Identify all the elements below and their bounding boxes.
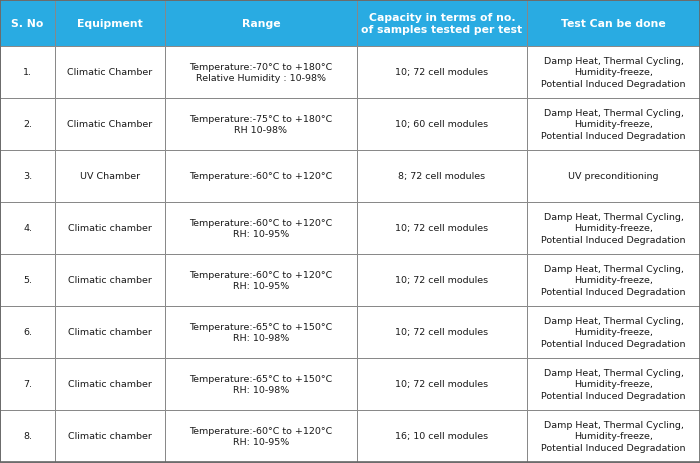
Text: UV Chamber: UV Chamber bbox=[80, 172, 140, 181]
Text: 5.: 5. bbox=[23, 276, 32, 285]
Bar bbox=[0, 255, 55, 307]
Bar bbox=[55, 410, 165, 462]
Text: Test Can be done: Test Can be done bbox=[561, 19, 666, 29]
Text: Range: Range bbox=[241, 19, 280, 29]
Text: 1.: 1. bbox=[23, 69, 32, 77]
Bar bbox=[165, 99, 357, 150]
Text: Climatic chamber: Climatic chamber bbox=[68, 276, 152, 285]
Text: Climatic chamber: Climatic chamber bbox=[68, 380, 152, 388]
Text: Damp Heat, Thermal Cycling,
Humidity-freeze,
Potential Induced Degradation: Damp Heat, Thermal Cycling, Humidity-fre… bbox=[541, 213, 686, 244]
Text: Damp Heat, Thermal Cycling,
Humidity-freeze,
Potential Induced Degradation: Damp Heat, Thermal Cycling, Humidity-fre… bbox=[541, 316, 686, 348]
Text: Climatic chamber: Climatic chamber bbox=[68, 432, 152, 441]
Bar bbox=[55, 99, 165, 150]
Bar bbox=[165, 150, 357, 202]
Bar bbox=[357, 410, 527, 462]
Bar bbox=[527, 410, 700, 462]
Text: Temperature:-60°C to +120°C
RH: 10-95%: Temperature:-60°C to +120°C RH: 10-95% bbox=[190, 270, 332, 291]
Text: Temperature:-65°C to +150°C
RH: 10-98%: Temperature:-65°C to +150°C RH: 10-98% bbox=[190, 322, 332, 343]
Text: Capacity in terms of no.
of samples tested per test: Capacity in terms of no. of samples test… bbox=[361, 13, 523, 35]
Text: S. No: S. No bbox=[11, 19, 43, 29]
Bar bbox=[55, 358, 165, 410]
Bar bbox=[55, 150, 165, 202]
Text: 10; 72 cell modules: 10; 72 cell modules bbox=[395, 69, 489, 77]
Text: Climatic Chamber: Climatic Chamber bbox=[67, 69, 153, 77]
Bar bbox=[165, 255, 357, 307]
Bar bbox=[0, 47, 55, 99]
Text: Damp Heat, Thermal Cycling,
Humidity-freeze,
Potential Induced Degradation: Damp Heat, Thermal Cycling, Humidity-fre… bbox=[541, 57, 686, 89]
Text: 3.: 3. bbox=[23, 172, 32, 181]
Bar bbox=[165, 410, 357, 462]
Text: Damp Heat, Thermal Cycling,
Humidity-freeze,
Potential Induced Degradation: Damp Heat, Thermal Cycling, Humidity-fre… bbox=[541, 109, 686, 141]
Text: Damp Heat, Thermal Cycling,
Humidity-freeze,
Potential Induced Degradation: Damp Heat, Thermal Cycling, Humidity-fre… bbox=[541, 368, 686, 400]
Text: Damp Heat, Thermal Cycling,
Humidity-freeze,
Potential Induced Degradation: Damp Heat, Thermal Cycling, Humidity-fre… bbox=[541, 264, 686, 296]
Bar bbox=[357, 307, 527, 358]
Bar bbox=[0, 99, 55, 150]
Bar bbox=[527, 99, 700, 150]
Text: 10; 72 cell modules: 10; 72 cell modules bbox=[395, 380, 489, 388]
Bar bbox=[165, 47, 357, 99]
Text: 10; 72 cell modules: 10; 72 cell modules bbox=[395, 328, 489, 337]
Bar bbox=[165, 1, 357, 47]
Bar bbox=[527, 255, 700, 307]
Text: Climatic Chamber: Climatic Chamber bbox=[67, 120, 153, 129]
Bar bbox=[357, 99, 527, 150]
Text: 7.: 7. bbox=[23, 380, 32, 388]
Text: UV preconditioning: UV preconditioning bbox=[568, 172, 659, 181]
Bar bbox=[357, 255, 527, 307]
Bar bbox=[357, 202, 527, 255]
Bar bbox=[55, 255, 165, 307]
Text: 8; 72 cell modules: 8; 72 cell modules bbox=[398, 172, 486, 181]
Text: Climatic chamber: Climatic chamber bbox=[68, 328, 152, 337]
Text: 6.: 6. bbox=[23, 328, 32, 337]
Bar bbox=[0, 1, 55, 47]
Text: 10; 72 cell modules: 10; 72 cell modules bbox=[395, 276, 489, 285]
Bar bbox=[527, 47, 700, 99]
Bar bbox=[0, 410, 55, 462]
Bar bbox=[527, 150, 700, 202]
Text: 16; 10 cell modules: 16; 10 cell modules bbox=[395, 432, 489, 441]
Text: Climatic chamber: Climatic chamber bbox=[68, 224, 152, 233]
Text: 10; 60 cell modules: 10; 60 cell modules bbox=[395, 120, 489, 129]
Text: Temperature:-60°C to +120°C: Temperature:-60°C to +120°C bbox=[190, 172, 332, 181]
Bar bbox=[527, 358, 700, 410]
Text: 10; 72 cell modules: 10; 72 cell modules bbox=[395, 224, 489, 233]
Text: Temperature:-60°C to +120°C
RH: 10-95%: Temperature:-60°C to +120°C RH: 10-95% bbox=[190, 218, 332, 239]
Text: 2.: 2. bbox=[23, 120, 32, 129]
Bar bbox=[55, 1, 165, 47]
Bar bbox=[527, 1, 700, 47]
Bar bbox=[527, 202, 700, 255]
Text: 4.: 4. bbox=[23, 224, 32, 233]
Text: Temperature:-60°C to +120°C
RH: 10-95%: Temperature:-60°C to +120°C RH: 10-95% bbox=[190, 426, 332, 446]
Bar bbox=[165, 307, 357, 358]
Bar bbox=[357, 150, 527, 202]
Bar bbox=[55, 307, 165, 358]
Bar bbox=[165, 202, 357, 255]
Bar bbox=[55, 202, 165, 255]
Bar bbox=[165, 358, 357, 410]
Bar bbox=[0, 150, 55, 202]
Bar bbox=[357, 47, 527, 99]
Text: Temperature:-70°C to +180°C
Relative Humidity : 10-98%: Temperature:-70°C to +180°C Relative Hum… bbox=[190, 63, 332, 83]
Text: Temperature:-75°C to +180°C
RH 10-98%: Temperature:-75°C to +180°C RH 10-98% bbox=[190, 114, 332, 135]
Bar bbox=[55, 47, 165, 99]
Text: 8.: 8. bbox=[23, 432, 32, 441]
Bar bbox=[527, 307, 700, 358]
Text: Equipment: Equipment bbox=[77, 19, 143, 29]
Bar bbox=[357, 358, 527, 410]
Bar bbox=[357, 1, 527, 47]
Bar bbox=[0, 358, 55, 410]
Text: Damp Heat, Thermal Cycling,
Humidity-freeze,
Potential Induced Degradation: Damp Heat, Thermal Cycling, Humidity-fre… bbox=[541, 420, 686, 452]
Bar bbox=[0, 202, 55, 255]
Bar bbox=[0, 307, 55, 358]
Text: Temperature:-65°C to +150°C
RH: 10-98%: Temperature:-65°C to +150°C RH: 10-98% bbox=[190, 374, 332, 394]
